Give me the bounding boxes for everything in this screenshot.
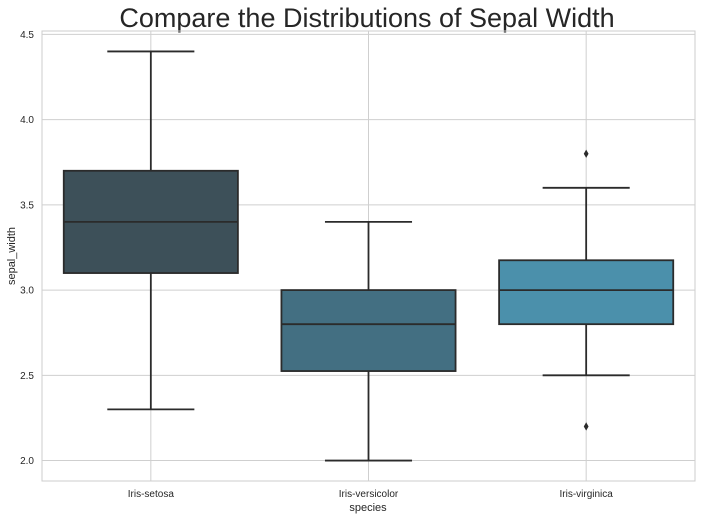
box-iris-setosa [62,50,239,411]
iqr-box [498,259,675,326]
y-tick-label: 4.0 [20,115,34,126]
y-tick-label: 4.5 [20,30,34,41]
y-axis-label: sepal_width [6,227,18,285]
outlier-point [583,422,589,431]
box-iris-versicolor [280,221,457,462]
chart-title: Compare the Distributions of Sepal Width [119,3,614,33]
y-axis-ticks: 2.0 2.5 3.0 3.5 4.0 4.5 [20,30,34,467]
x-tick-label: Iris-versicolor [339,489,399,500]
boxes [62,50,675,462]
x-tick-label: Iris-setosa [128,489,175,500]
x-axis-label: species [349,502,387,514]
x-tick-label: Iris-virginica [559,489,613,500]
y-tick-label: 3.0 [20,286,34,297]
y-tick-label: 3.5 [20,200,34,211]
box-iris-virginica [498,149,675,431]
x-axis-ticks: Iris-setosa Iris-versicolor Iris-virginica [128,489,614,500]
y-tick-label: 2.0 [20,456,34,467]
y-tick-label: 2.5 [20,371,34,382]
iqr-box [280,289,457,372]
outlier-point [583,149,589,158]
